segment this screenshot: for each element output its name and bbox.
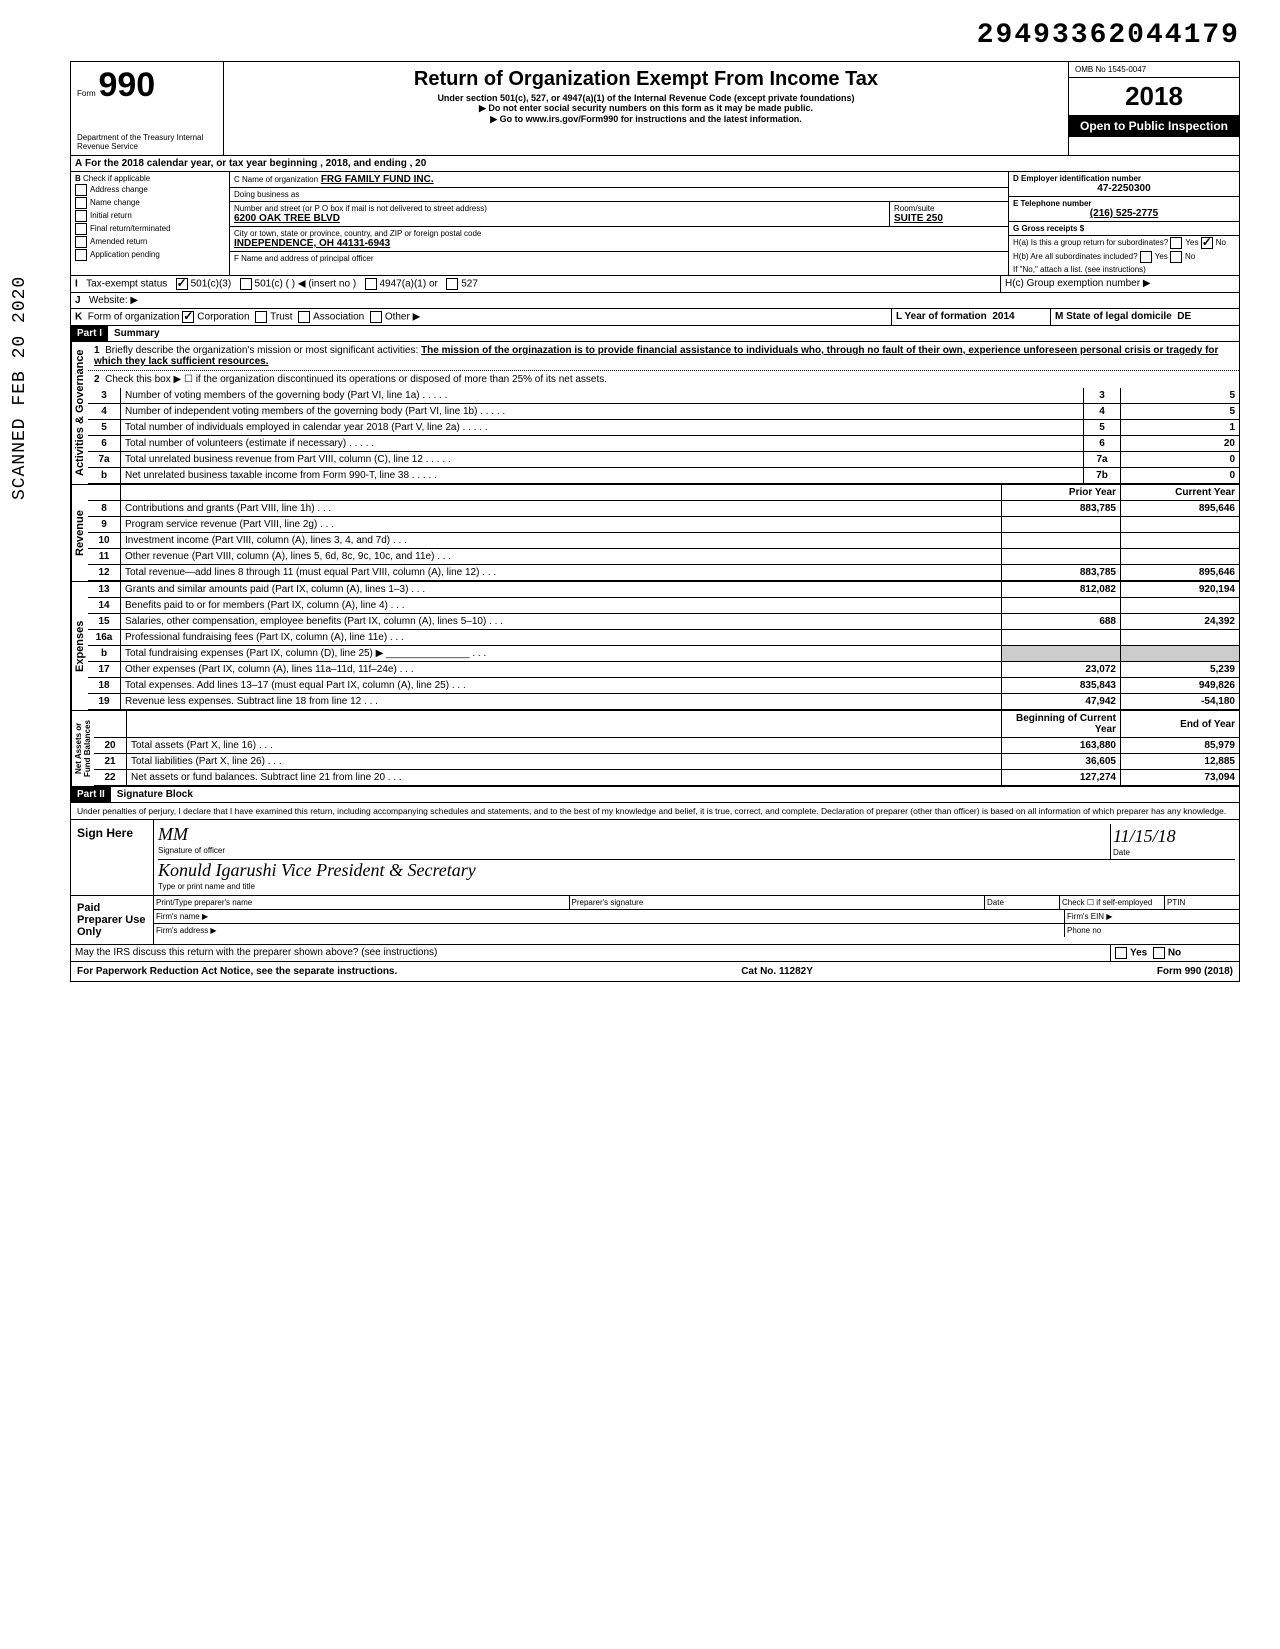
col-prior: Prior Year (1002, 485, 1121, 501)
part2-title: Signature Block (111, 787, 199, 802)
table-row: 10Investment income (Part VIII, column (… (88, 533, 1239, 549)
form-label: Form (77, 89, 96, 98)
sign-date: 11/15/18 (1113, 826, 1176, 846)
document-number: 29493362044179 (40, 20, 1240, 51)
table-row: 16aProfessional fundraising fees (Part I… (88, 630, 1239, 646)
footer-mid: Cat No. 11282Y (741, 966, 813, 977)
part2-hdr: Part II (71, 787, 111, 802)
table-row: bTotal fundraising expenses (Part IX, co… (88, 646, 1239, 662)
table-row: 17Other expenses (Part IX, column (A), l… (88, 662, 1239, 678)
checkbox-item[interactable]: Address change (75, 184, 225, 196)
ha-label: H(a) Is this a group return for subordin… (1013, 238, 1168, 247)
table-row: 18Total expenses. Add lines 13–17 (must … (88, 678, 1239, 694)
room-label: Room/suite (894, 204, 1004, 213)
open-public: Open to Public Inspection (1069, 116, 1239, 137)
part1-hdr: Part I (71, 326, 108, 341)
street: 6200 OAK TREE BLVD (234, 213, 885, 224)
line2: Check this box ▶ ☐ if the organization d… (105, 374, 607, 385)
section-b: B Check if applicable Address changeName… (71, 172, 230, 275)
table-row: 22Net assets or fund balances. Subtract … (94, 770, 1239, 786)
col-current: Current Year (1121, 485, 1240, 501)
form-note1: ▶ Do not enter social security numbers o… (230, 103, 1062, 114)
table-row: 7aTotal unrelated business revenue from … (88, 452, 1239, 468)
ein: 47-2250300 (1013, 183, 1235, 194)
phone: (216) 525-2775 (1013, 208, 1235, 219)
street-label: Number and street (or P O box if mail is… (234, 204, 885, 213)
state-domicile: DE (1177, 311, 1191, 322)
c-name-label: C Name of organization (234, 175, 318, 184)
vert-netassets: Net Assets orFund Balances (71, 711, 94, 786)
table-row: 20Total assets (Part X, line 16) . . .16… (94, 738, 1239, 754)
table-row: 5Total number of individuals employed in… (88, 420, 1239, 436)
table-row: bNet unrelated business taxable income f… (88, 468, 1239, 484)
vert-governance: Activities & Governance (71, 342, 88, 484)
checkbox-item[interactable]: Amended return (75, 236, 225, 248)
k-label: Form of organization (88, 312, 180, 323)
form-990: Form 990 Department of the Treasury Inte… (70, 61, 1240, 982)
table-row: 14Benefits paid to or for members (Part … (88, 598, 1239, 614)
dept-label: Department of the Treasury Internal Reve… (77, 133, 217, 151)
room: SUITE 250 (894, 213, 1004, 224)
city-label: City or town, state or province, country… (234, 229, 1004, 238)
discuss-question: May the IRS discuss this return with the… (71, 945, 1111, 961)
year-formation: 2014 (992, 311, 1014, 322)
g-label: G Gross receipts $ (1013, 224, 1084, 233)
sign-here: Sign Here (71, 820, 154, 895)
tax-year: 2018 (1069, 78, 1239, 116)
declaration: Under penalties of perjury, I declare th… (71, 803, 1239, 820)
table-row: 9Program service revenue (Part VIII, lin… (88, 517, 1239, 533)
table-row: 3Number of voting members of the governi… (88, 388, 1239, 404)
line-a: A For the 2018 calendar year, or tax yea… (71, 156, 1239, 171)
checkbox-item[interactable]: Initial return (75, 210, 225, 222)
table-row: 11Other revenue (Part VIII, column (A), … (88, 549, 1239, 565)
hb-label: H(b) Are all subordinates included? (1013, 252, 1138, 261)
checkbox-item[interactable]: Final return/terminated (75, 223, 225, 235)
dba-label: Doing business as (230, 188, 1008, 202)
scanned-stamp: SCANNED FEB 20 2020 (10, 276, 30, 500)
table-row: 19Revenue less expenses. Subtract line 1… (88, 694, 1239, 710)
signature: MM (158, 824, 188, 844)
form-title: Return of Organization Exempt From Incom… (230, 68, 1062, 91)
table-row: 21Total liabilities (Part X, line 26) . … (94, 754, 1239, 770)
form-subtitle: Under section 501(c), 527, or 4947(a)(1)… (230, 93, 1062, 103)
table-row: 6Total number of volunteers (estimate if… (88, 436, 1239, 452)
printed-name: Konuld Igarushi Vice President & Secreta… (158, 860, 476, 880)
f-label: F Name and address of principal officer (230, 252, 1008, 265)
table-row: 13Grants and similar amounts paid (Part … (88, 582, 1239, 598)
form-number: 990 (98, 66, 155, 104)
table-row: 15Salaries, other compensation, employee… (88, 614, 1239, 630)
part1-title: Summary (108, 326, 166, 341)
vert-revenue: Revenue (71, 485, 88, 581)
checkbox-item[interactable]: Name change (75, 197, 225, 209)
d-label: D Employer identification number (1013, 174, 1235, 183)
table-row: 4Number of independent voting members of… (88, 404, 1239, 420)
col-end: End of Year (1121, 711, 1240, 738)
i-label: Tax-exempt status (86, 279, 167, 290)
hc-label: H(c) Group exemption number ▶ (1001, 276, 1239, 292)
org-name: FRG FAMILY FUND INC. (321, 174, 434, 185)
form-note2: ▶ Go to www.irs.gov/Form990 for instruct… (230, 114, 1062, 125)
omb-number: OMB No 1545-0047 (1069, 62, 1239, 78)
j-label: Website: ▶ (89, 295, 138, 306)
checkbox-item[interactable]: Application pending (75, 249, 225, 261)
table-row: 8Contributions and grants (Part VIII, li… (88, 501, 1239, 517)
h-note: If "No," attach a list. (see instruction… (1009, 264, 1239, 275)
vert-expenses: Expenses (71, 582, 88, 710)
footer-right: Form 990 (2018) (1157, 966, 1233, 977)
line1-label: Briefly describe the organization's miss… (105, 345, 418, 356)
col-beg: Beginning of Current Year (1002, 711, 1121, 738)
table-row: 12Total revenue—add lines 8 through 11 (… (88, 565, 1239, 581)
e-label: E Telephone number (1013, 199, 1235, 208)
footer-left: For Paperwork Reduction Act Notice, see … (77, 966, 397, 977)
paid-preparer: Paid Preparer Use Only (71, 896, 154, 944)
city: INDEPENDENCE, OH 44131-6943 (234, 238, 1004, 249)
form-header: Form 990 Department of the Treasury Inte… (71, 62, 1239, 156)
